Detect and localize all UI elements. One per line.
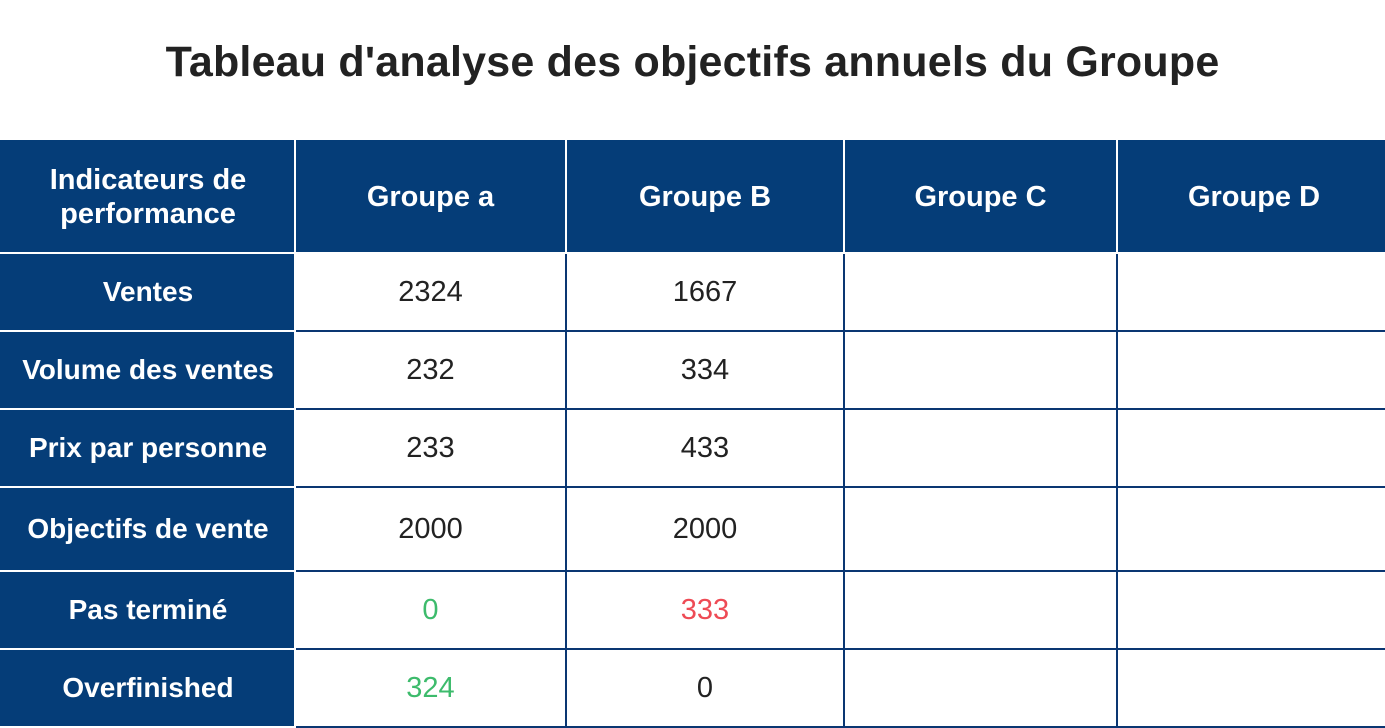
table-cell: 433 [565,408,845,488]
table-cell-negative: 333 [565,570,845,650]
table-cell [843,330,1118,410]
row-label: Prix par personne [0,408,296,488]
row-label: Objectifs de vente [0,486,296,572]
table-cell [843,570,1118,650]
header-indicators: Indicateurs de performance [0,140,296,254]
table-cell [843,252,1118,332]
header-group-b: Groupe B [565,140,845,254]
table-cell: 232 [294,330,567,410]
table-cell [1116,252,1385,332]
table-cell [843,408,1118,488]
table-cell: 233 [294,408,567,488]
table-cell [1116,570,1385,650]
table-cell [1116,408,1385,488]
header-row: Indicateurs de performance Groupe a Grou… [0,140,1385,254]
table-cell [1116,486,1385,572]
table-cell: 2324 [294,252,567,332]
table-row-prix: Prix par personne 233 433 [0,408,1385,488]
objectives-table: Indicateurs de performance Groupe a Grou… [0,140,1385,728]
table-cell-positive: 324 [294,648,567,728]
header-indicators-line2: performance [60,198,236,230]
table-cell [1116,648,1385,728]
page-title: Tableau d'analyse des objectifs annuels … [165,38,1220,86]
table-cell [843,648,1118,728]
header-group-a: Groupe a [294,140,567,254]
table-cell: 0 [565,648,845,728]
table-row-volume: Volume des ventes 232 334 [0,330,1385,410]
table-cell: 1667 [565,252,845,332]
table-row-pas-termine: Pas terminé 0 333 [0,570,1385,650]
header-group-d: Groupe D [1116,140,1385,254]
row-label: Pas terminé [0,570,296,650]
row-label: Ventes [0,252,296,332]
table-row-objectifs: Objectifs de vente 2000 2000 [0,486,1385,572]
row-label: Overfinished [0,648,296,728]
table-cell: 2000 [294,486,567,572]
table-cell: 2000 [565,486,845,572]
table-cell-positive: 0 [294,570,567,650]
header-group-c: Groupe C [843,140,1118,254]
table-cell: 334 [565,330,845,410]
table-cell [1116,330,1385,410]
table-row-ventes: Ventes 2324 1667 [0,252,1385,332]
header-indicators-line1: Indicateurs de [49,164,247,196]
table-row-overfinished: Overfinished 324 0 [0,648,1385,728]
row-label: Volume des ventes [0,330,296,410]
table-cell [843,486,1118,572]
